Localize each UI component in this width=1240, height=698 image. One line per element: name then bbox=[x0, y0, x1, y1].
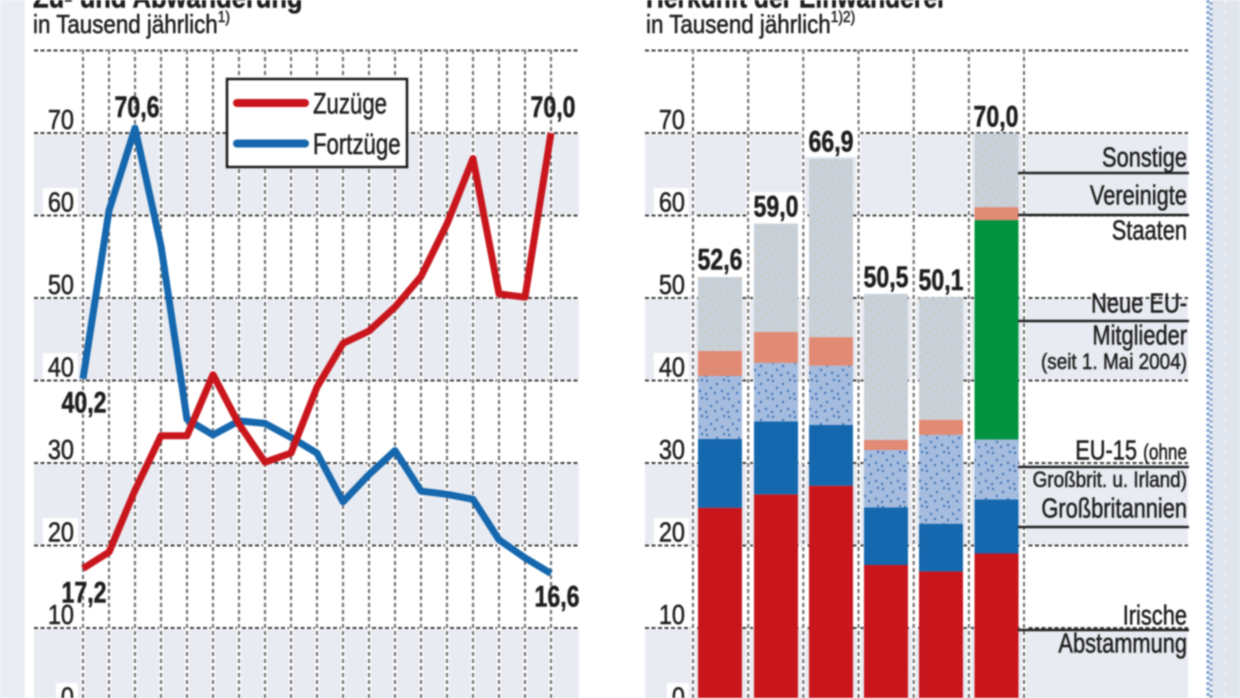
svg-text:50: 50 bbox=[659, 270, 685, 300]
svg-text:0: 0 bbox=[61, 683, 74, 698]
svg-text:0: 0 bbox=[672, 683, 685, 698]
svg-text:40: 40 bbox=[659, 353, 685, 383]
svg-text:Neue EU-: Neue EU- bbox=[1091, 288, 1187, 319]
svg-text:Großbritannien: Großbritannien bbox=[1041, 493, 1187, 524]
svg-text:Mitglieder: Mitglieder bbox=[1092, 320, 1187, 351]
svg-text:17,2: 17,2 bbox=[62, 576, 107, 610]
svg-text:50,5: 50,5 bbox=[864, 260, 909, 294]
svg-text:70,6: 70,6 bbox=[115, 90, 160, 124]
svg-text:Sonstige: Sonstige bbox=[1102, 142, 1187, 173]
svg-text:66,9: 66,9 bbox=[809, 125, 854, 159]
svg-text:10: 10 bbox=[659, 600, 685, 630]
svg-text:30: 30 bbox=[48, 435, 74, 465]
svg-text:in Tausend jährlich1): in Tausend jährlich1) bbox=[33, 8, 230, 39]
svg-text:in Tausend jährlich1)2): in Tausend jährlich1)2) bbox=[646, 8, 855, 39]
svg-text:30: 30 bbox=[659, 435, 685, 465]
svg-text:70: 70 bbox=[659, 105, 685, 135]
svg-text:70,0: 70,0 bbox=[974, 100, 1019, 134]
svg-text:70: 70 bbox=[48, 105, 74, 135]
svg-text:Zu- und Abwanderung: Zu- und Abwanderung bbox=[33, 0, 302, 14]
svg-text:Zuzüge: Zuzüge bbox=[313, 86, 387, 120]
svg-text:16,6: 16,6 bbox=[535, 580, 580, 614]
svg-text:Vereinigte: Vereinigte bbox=[1090, 180, 1187, 211]
svg-text:(seit 1. Mai 2004): (seit 1. Mai 2004) bbox=[1041, 349, 1187, 374]
svg-text:Irische: Irische bbox=[1123, 600, 1187, 631]
svg-text:50: 50 bbox=[48, 270, 74, 300]
svg-text:40,2: 40,2 bbox=[62, 385, 107, 419]
svg-text:Abstammung: Abstammung bbox=[1058, 628, 1187, 659]
svg-text:EU-15 (ohne: EU-15 (ohne bbox=[1075, 435, 1187, 466]
svg-text:52,6: 52,6 bbox=[698, 243, 743, 277]
svg-text:20: 20 bbox=[48, 518, 74, 548]
svg-text:Fortzüge: Fortzüge bbox=[313, 127, 401, 161]
svg-text:60: 60 bbox=[48, 188, 74, 218]
svg-text:20: 20 bbox=[659, 518, 685, 548]
svg-text:60: 60 bbox=[659, 188, 685, 218]
svg-text:40: 40 bbox=[48, 353, 74, 383]
svg-text:Großbrit. u. Irland): Großbrit. u. Irland) bbox=[1033, 468, 1187, 493]
svg-text:59,0: 59,0 bbox=[754, 190, 799, 224]
svg-text:Staaten: Staaten bbox=[1112, 215, 1187, 246]
svg-text:50,1: 50,1 bbox=[919, 263, 964, 297]
svg-text:Herkunft der Einwanderer: Herkunft der Einwanderer bbox=[646, 0, 947, 14]
svg-text:10: 10 bbox=[48, 600, 74, 630]
svg-text:70,0: 70,0 bbox=[531, 90, 576, 124]
